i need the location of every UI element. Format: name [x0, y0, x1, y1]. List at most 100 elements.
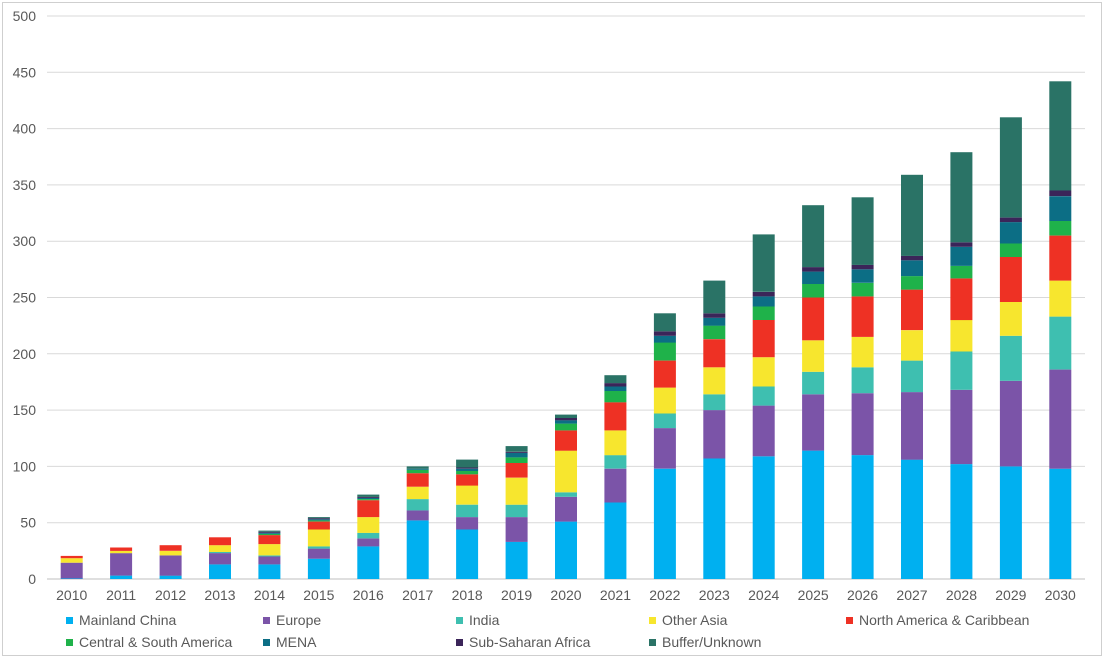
bar-segment — [110, 550, 133, 554]
bar-segment — [555, 521, 577, 579]
bar-segment — [752, 357, 775, 387]
y-tick-label: 350 — [13, 177, 37, 193]
bar-segment — [555, 418, 577, 421]
bar-segment — [505, 446, 528, 452]
bar-segment — [406, 469, 429, 474]
legend-label: Mainland China — [79, 612, 176, 628]
x-tick-label: 2013 — [204, 587, 235, 603]
x-tick-label: 2028 — [946, 587, 977, 603]
bar-stack-2021 — [604, 375, 627, 579]
legend-item: Other Asia — [649, 612, 728, 628]
bar-segment — [307, 521, 330, 530]
bar-segment — [653, 335, 676, 343]
bar-segment — [307, 529, 330, 547]
bar-segment — [159, 550, 182, 556]
bar-segment — [307, 517, 330, 519]
bar-segment — [604, 430, 627, 456]
bar-segment — [999, 243, 1022, 257]
y-tick-label: 100 — [13, 458, 37, 474]
bar-stack-2014 — [258, 530, 281, 579]
bars — [60, 81, 1072, 579]
x-tick-label: 2024 — [748, 587, 779, 603]
bar-segment — [1049, 220, 1072, 236]
bar-segment — [258, 535, 281, 545]
y-tick-label: 0 — [28, 571, 36, 587]
x-tick-label: 2019 — [501, 587, 532, 603]
bar-segment — [604, 455, 627, 469]
bar-segment — [752, 405, 775, 457]
bar-segment — [999, 335, 1022, 381]
bar-segment — [901, 276, 923, 290]
legend-swatch — [846, 617, 853, 624]
bar-segment — [901, 392, 923, 460]
bar-segment — [653, 360, 676, 388]
bar-segment — [60, 558, 83, 563]
bar-segment — [357, 496, 380, 498]
bar-segment — [357, 532, 380, 539]
bar-segment — [703, 325, 726, 340]
legend-item: India — [456, 612, 500, 628]
bar-segment — [703, 458, 726, 579]
bar-segment — [159, 545, 182, 551]
legend-swatch — [263, 617, 270, 624]
bar-segment — [505, 463, 528, 478]
bar-segment — [802, 284, 825, 298]
bar-segment — [456, 468, 479, 471]
bar-segment — [456, 517, 479, 530]
bar-segment — [456, 470, 479, 475]
legend-label: Europe — [276, 612, 321, 628]
bar-segment — [950, 320, 973, 352]
bar-segment — [307, 548, 330, 559]
legend-swatch — [649, 617, 656, 624]
x-tick-label: 2010 — [56, 587, 87, 603]
bar-segment — [110, 575, 133, 579]
bar-segment — [209, 545, 231, 552]
bar-segment — [999, 257, 1022, 302]
bar-segment — [159, 575, 182, 579]
bar-segment — [752, 234, 775, 292]
legend-label: Central & South America — [79, 634, 233, 650]
bar-segment — [406, 468, 429, 470]
bar-segment — [357, 494, 380, 497]
bar-segment — [703, 317, 726, 326]
bar-segment — [851, 296, 874, 337]
bar-segment — [505, 517, 528, 542]
bar-segment — [999, 217, 1022, 223]
x-tick-label: 2023 — [699, 587, 730, 603]
bar-segment — [752, 456, 775, 579]
legend-swatch — [263, 639, 270, 646]
bar-segment — [604, 375, 627, 384]
bar-segment — [456, 504, 479, 518]
bar-stack-2016 — [357, 494, 380, 579]
bar-stack-2030 — [1049, 81, 1072, 579]
bar-segment — [901, 360, 923, 393]
bar-segment — [604, 402, 627, 431]
x-tick-label: 2018 — [452, 587, 483, 603]
bar-segment — [950, 351, 973, 390]
bar-segment — [357, 497, 380, 499]
bar-segment — [950, 278, 973, 321]
legend-label: North America & Caribbean — [859, 612, 1029, 628]
bar-segment — [950, 242, 973, 247]
bar-segment — [851, 197, 874, 265]
bar-segment — [258, 532, 281, 534]
legend-swatch — [456, 617, 463, 624]
bar-segment — [456, 529, 479, 579]
bar-segment — [258, 534, 281, 536]
bar-segment — [406, 520, 429, 579]
legend-label: MENA — [276, 634, 317, 650]
bar-segment — [505, 541, 528, 579]
bar-segment — [258, 555, 281, 557]
bar-segment — [555, 492, 577, 497]
bar-segment — [209, 553, 231, 565]
bar-stack-2013 — [209, 537, 231, 579]
bar-segment — [851, 282, 874, 297]
x-axis-ticks: 2010 2011 2012 2013 2014 2015 2016 2017 2018 2019… — [56, 587, 1076, 603]
bar-segment — [604, 502, 627, 579]
bar-segment — [604, 386, 627, 391]
bar-segment — [802, 297, 825, 341]
bar-segment — [258, 544, 281, 556]
x-tick-label: 2015 — [303, 587, 334, 603]
bar-segment — [999, 302, 1022, 336]
bar-segment — [1049, 190, 1072, 197]
